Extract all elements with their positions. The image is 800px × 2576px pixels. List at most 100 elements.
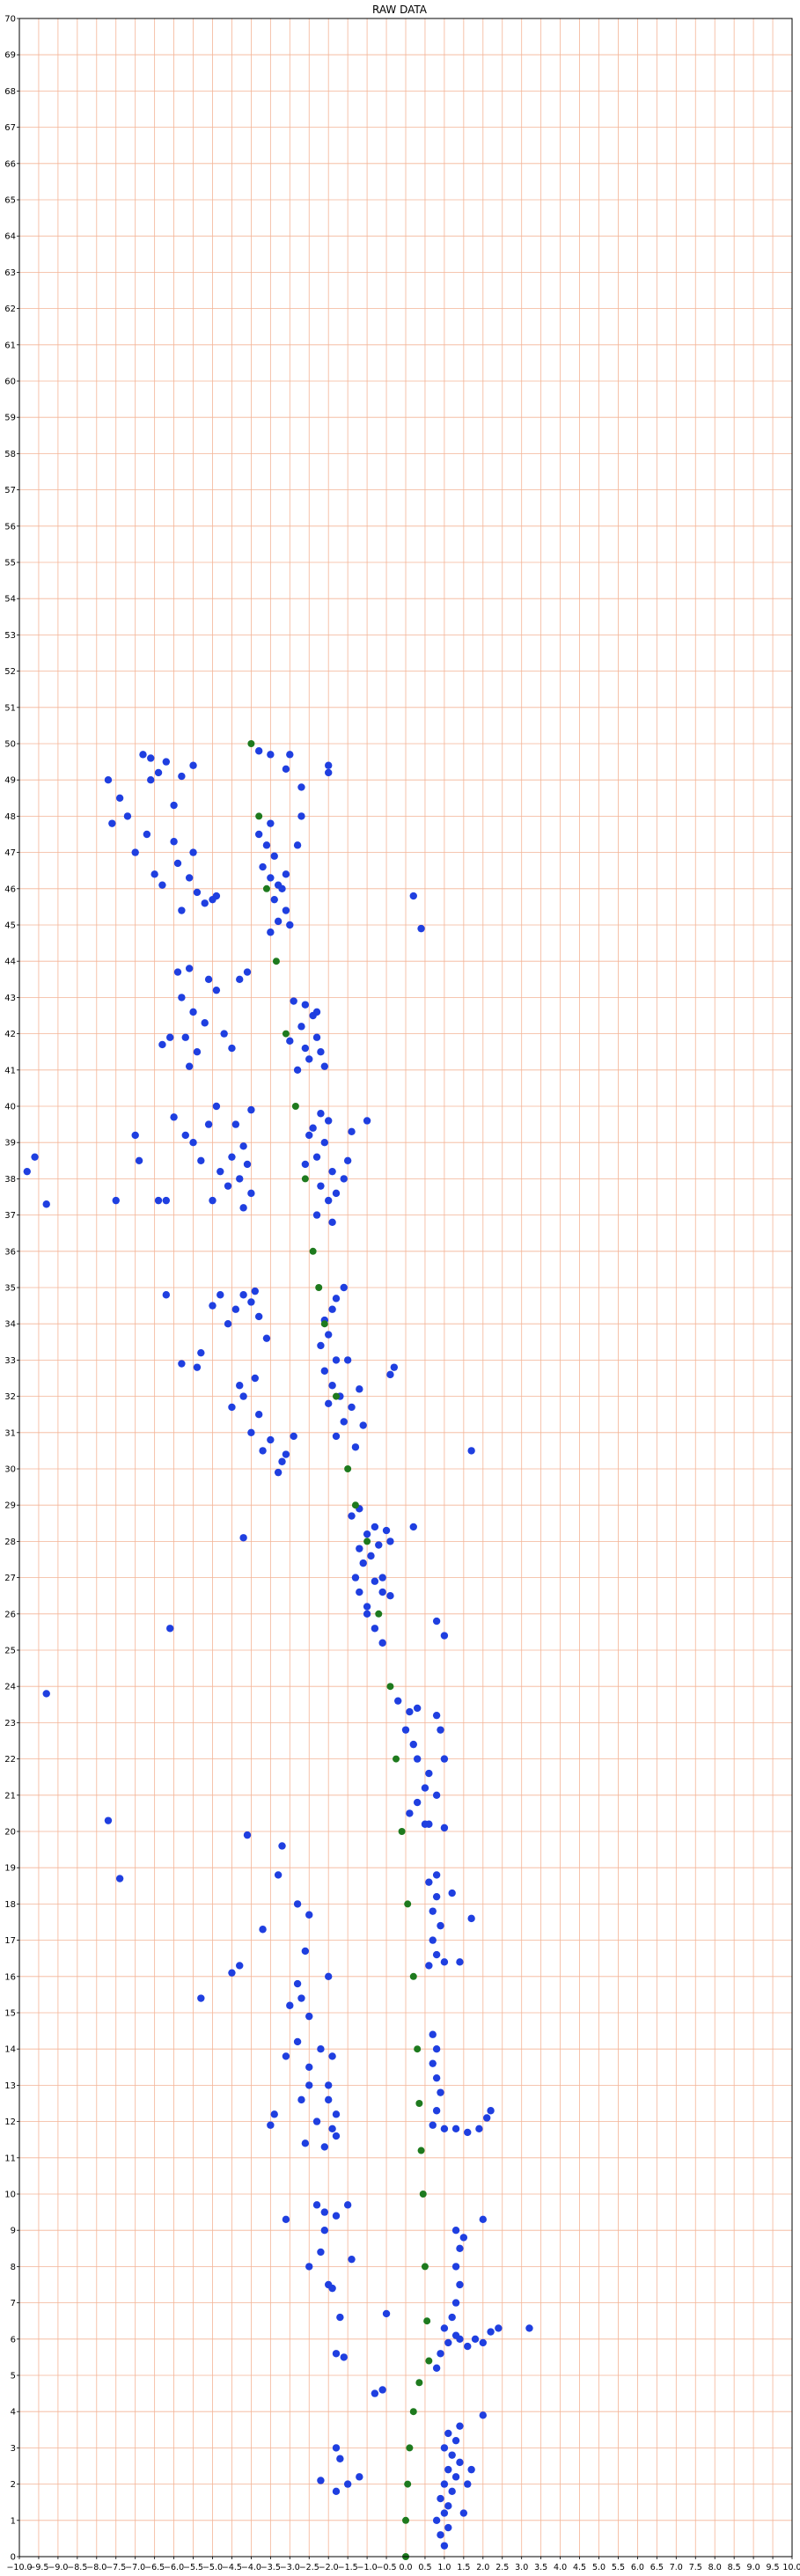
blue-point <box>448 2487 456 2496</box>
x-tick-label: 9.5 <box>766 2563 779 2572</box>
x-tick-label: 4.5 <box>573 2563 586 2572</box>
blue-point <box>317 1048 325 1056</box>
x-tick-label: −10.0 <box>6 2563 32 2572</box>
blue-point <box>343 1356 352 1364</box>
blue-point <box>444 2502 452 2510</box>
blue-point <box>262 1334 271 1342</box>
blue-point <box>231 1120 240 1128</box>
y-tick-label: 69 <box>4 51 16 61</box>
x-tick-label: 1.5 <box>457 2563 470 2572</box>
blue-point <box>162 1291 171 1299</box>
blue-point <box>444 2429 452 2438</box>
blue-point <box>193 888 202 897</box>
blue-point <box>432 2516 441 2524</box>
x-tick-label: 6.5 <box>650 2563 664 2572</box>
blue-point <box>332 1432 341 1441</box>
blue-point <box>371 1625 379 1633</box>
blue-point <box>189 848 197 856</box>
blue-point <box>254 1411 263 1419</box>
blue-point <box>228 1403 236 1412</box>
x-tick-label: 8.0 <box>708 2563 722 2572</box>
x-tick-label: −5.0 <box>202 2563 223 2572</box>
y-tick-label: 67 <box>4 123 16 133</box>
y-tick-label: 10 <box>4 2191 16 2200</box>
x-tick-label: 4.0 <box>554 2563 567 2572</box>
blue-point <box>31 1153 39 1161</box>
x-tick-label: −7.0 <box>125 2563 145 2572</box>
y-tick-label: 52 <box>4 667 16 677</box>
blue-point <box>312 1008 321 1016</box>
green-point <box>406 2444 414 2452</box>
blue-point <box>371 1577 379 1585</box>
x-tick-label: −0.5 <box>377 2563 397 2572</box>
blue-point <box>437 1726 444 1734</box>
blue-point <box>135 1156 143 1165</box>
blue-point <box>301 1044 310 1053</box>
blue-point <box>282 2052 290 2060</box>
blue-point <box>228 1044 236 1053</box>
blue-point <box>440 2509 449 2517</box>
blue-point <box>325 1331 333 1339</box>
blue-point <box>185 965 194 972</box>
x-tick-label: −9.5 <box>28 2563 48 2572</box>
y-tick-label: 36 <box>4 1247 16 1257</box>
blue-point <box>239 1392 247 1400</box>
blue-point <box>495 2324 503 2332</box>
green-point <box>363 1538 371 1545</box>
blue-point <box>421 1784 429 1792</box>
x-tick-label: 1.0 <box>437 2563 451 2572</box>
blue-point <box>209 1302 217 1310</box>
x-tick-label: −8.0 <box>86 2563 106 2572</box>
blue-point <box>166 1625 174 1633</box>
blue-point <box>312 1153 321 1161</box>
blue-point <box>247 1105 255 1114</box>
blue-point <box>382 2309 391 2318</box>
blue-point <box>467 1447 475 1455</box>
y-tick-label: 20 <box>4 1828 16 1838</box>
green-point <box>262 884 270 892</box>
blue-point <box>479 2338 487 2347</box>
green-point <box>309 1247 317 1255</box>
y-tick-label: 66 <box>4 159 16 169</box>
blue-point <box>209 895 217 904</box>
blue-point <box>305 2012 313 2021</box>
blue-point <box>312 2201 321 2209</box>
y-tick-label: 57 <box>4 486 16 495</box>
y-tick-label: 11 <box>4 2154 16 2163</box>
blue-point <box>464 2128 472 2137</box>
green-point <box>404 2480 412 2488</box>
y-tick-label: 55 <box>4 559 16 569</box>
x-tick-label: −3.5 <box>261 2563 281 2572</box>
blue-point <box>340 1175 348 1183</box>
blue-point <box>525 2324 533 2332</box>
blue-point <box>432 1617 441 1626</box>
blue-point <box>197 1348 205 1357</box>
blue-point <box>312 1211 321 1219</box>
blue-point <box>363 1610 371 1618</box>
blue-point <box>150 870 158 878</box>
blue-point <box>367 1552 375 1560</box>
y-tick-label: 65 <box>4 196 16 206</box>
blue-point <box>23 1167 31 1176</box>
blue-point <box>440 2542 449 2550</box>
blue-point <box>139 751 147 759</box>
blue-point <box>317 2477 325 2484</box>
x-tick-label: −1.5 <box>338 2563 358 2572</box>
blue-point <box>448 2313 456 2322</box>
blue-point <box>332 2444 341 2452</box>
y-tick-label: 5 <box>11 2372 16 2382</box>
blue-point <box>147 754 155 762</box>
blue-point <box>181 1131 189 1140</box>
blue-point <box>444 2465 452 2474</box>
blue-point <box>325 768 333 777</box>
blue-point <box>170 801 178 810</box>
blue-point <box>270 852 278 860</box>
blue-point <box>325 1972 333 1980</box>
x-tick-label: −4.5 <box>222 2563 242 2572</box>
blue-point <box>254 830 263 839</box>
blue-point <box>356 1588 363 1596</box>
x-tick-label: −3.0 <box>280 2563 300 2572</box>
blue-point <box>317 2045 325 2053</box>
blue-point <box>451 2436 460 2445</box>
y-tick-label: 33 <box>4 1356 16 1366</box>
